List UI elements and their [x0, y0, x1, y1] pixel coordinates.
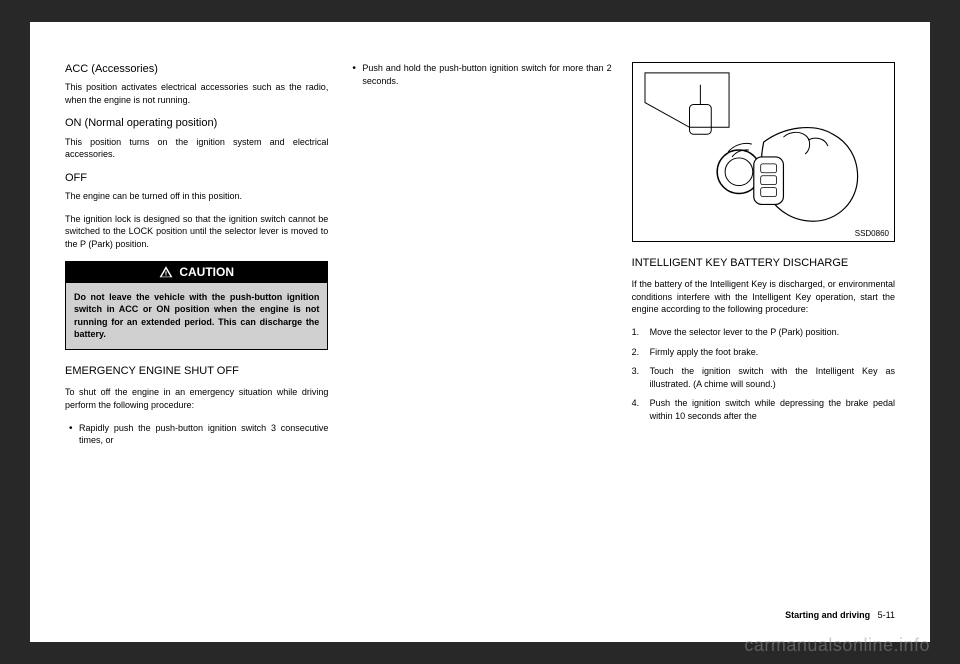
on-heading: ON (Normal operating position): [65, 116, 328, 130]
list-item: Move the selector lever to the P (Park) …: [632, 326, 895, 339]
caution-body: Do not leave the vehicle with the push-b…: [65, 283, 328, 350]
key-touch-illustration-icon: [633, 63, 894, 241]
caution-box: CAUTION Do not leave the vehicle with th…: [65, 261, 328, 350]
watermark: carmanualsonline.info: [744, 635, 930, 656]
list-item: Rapidly push the push-button ignition sw…: [65, 422, 328, 447]
off-heading: OFF: [65, 171, 328, 185]
figure-label: SSD0860: [855, 229, 889, 238]
footer-section: Starting and driving: [785, 610, 870, 620]
acc-body: This position activates electrical acces…: [65, 81, 328, 106]
list-item: Push the ignition switch while depressin…: [632, 397, 895, 422]
procedure-list: Move the selector lever to the P (Park) …: [632, 326, 895, 430]
list-item: Firmly apply the foot brake.: [632, 346, 895, 359]
caution-header: CAUTION: [65, 261, 328, 283]
manual-page: ACC (Accessories) This position activate…: [30, 22, 930, 642]
list-item: Push and hold the push-button ignition s…: [348, 62, 611, 87]
column-1: ACC (Accessories) This position activate…: [65, 62, 328, 602]
page-footer: Starting and driving 5-11: [785, 610, 895, 620]
on-body: This position turns on the ignition syst…: [65, 136, 328, 161]
acc-heading: ACC (Accessories): [65, 62, 328, 76]
footer-page: 5-11: [878, 610, 895, 620]
emergency-body: To shut off the engine in an emergency s…: [65, 386, 328, 411]
intelligent-key-body: If the battery of the Intelligent Key is…: [632, 278, 895, 316]
column-2: Push and hold the push-button ignition s…: [348, 62, 611, 602]
off-body-1: The engine can be turned off in this pos…: [65, 190, 328, 203]
emergency-list-cont: Push and hold the push-button ignition s…: [348, 62, 611, 93]
warning-triangle-icon: [159, 265, 173, 279]
emergency-heading: EMERGENCY ENGINE SHUT OFF: [65, 364, 328, 378]
figure-illustration: SSD0860: [632, 62, 895, 242]
list-item: Touch the ignition switch with the Intel…: [632, 365, 895, 390]
off-body-2: The ignition lock is designed so that th…: [65, 213, 328, 251]
column-3: SSD0860 INTELLIGENT KEY BATTERY DISCHARG…: [632, 62, 895, 602]
caution-label: CAUTION: [179, 265, 234, 279]
emergency-list: Rapidly push the push-button ignition sw…: [65, 422, 328, 453]
column-layout: ACC (Accessories) This position activate…: [65, 62, 895, 602]
intelligent-key-heading: INTELLIGENT KEY BATTERY DISCHARGE: [632, 256, 895, 270]
